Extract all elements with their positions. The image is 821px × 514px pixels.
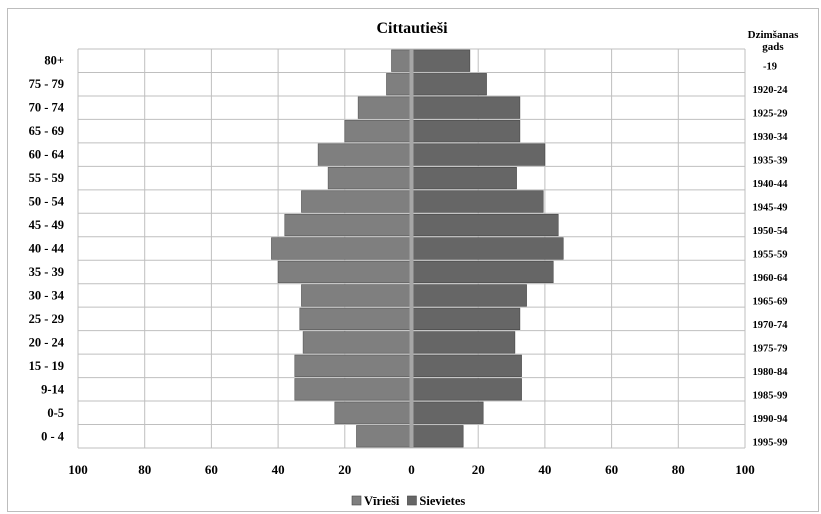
birth-year-label: 1935-39 bbox=[753, 156, 788, 167]
birth-year-label: 1955-59 bbox=[753, 250, 788, 261]
birth-year-label: 1980-84 bbox=[753, 367, 789, 378]
bar-women bbox=[411, 166, 517, 190]
birth-year-label: 1940-44 bbox=[753, 179, 789, 190]
age-group-label: 50 - 54 bbox=[29, 195, 65, 209]
birth-year-label: 1990-94 bbox=[753, 414, 789, 425]
age-group-label: 45 - 49 bbox=[29, 218, 64, 232]
legend: Vīrieši Sievietes bbox=[351, 494, 465, 508]
bar-men bbox=[317, 143, 412, 166]
bar-men bbox=[356, 425, 412, 448]
x-tick-label: 80 bbox=[672, 462, 685, 477]
age-group-label: 30 - 34 bbox=[29, 288, 65, 302]
bar-men bbox=[344, 120, 412, 143]
birth-year-label: 1960-64 bbox=[753, 273, 789, 284]
chart-title: Cittautieši bbox=[376, 20, 448, 37]
bar-women bbox=[411, 307, 521, 331]
bar-men bbox=[301, 284, 412, 307]
age-group-label: 15 - 19 bbox=[29, 359, 64, 373]
bar-women bbox=[411, 331, 516, 354]
bar-men bbox=[301, 190, 412, 213]
bars bbox=[271, 49, 564, 448]
age-group-label: 65 - 69 bbox=[29, 124, 64, 138]
bar-women bbox=[411, 213, 559, 237]
bar-women bbox=[411, 73, 487, 96]
bar-women bbox=[411, 378, 522, 401]
bar-men bbox=[391, 49, 412, 72]
birth-year-label: 1950-54 bbox=[753, 226, 789, 237]
birth-year-label: 1975-79 bbox=[753, 343, 788, 354]
birth-year-label: 1965-69 bbox=[753, 296, 788, 307]
bar-women bbox=[411, 96, 521, 119]
legend-swatch bbox=[407, 495, 417, 506]
x-tick-label: 80 bbox=[138, 462, 151, 477]
bar-men bbox=[386, 73, 412, 96]
x-tick-label: 100 bbox=[68, 462, 88, 477]
bar-women bbox=[411, 284, 527, 307]
x-tick-label: 40 bbox=[538, 462, 551, 477]
bar-men bbox=[294, 378, 412, 401]
birth-year-label: -19 bbox=[763, 62, 777, 73]
age-group-label: 20 - 24 bbox=[29, 335, 65, 349]
bar-men bbox=[299, 307, 412, 331]
age-group-label: 0-5 bbox=[47, 406, 64, 420]
bar-men bbox=[357, 96, 412, 119]
birth-year-labels: -19 1920-24 1925-29 1930-34 1935-39 1940-44 19… bbox=[753, 62, 789, 449]
bar-women bbox=[411, 120, 521, 143]
right-axis-title-line: gads bbox=[762, 41, 784, 53]
bar-women bbox=[411, 425, 464, 448]
age-group-label: 40 - 44 bbox=[29, 242, 65, 256]
bar-women bbox=[411, 237, 564, 260]
age-group-label: 35 - 39 bbox=[29, 265, 64, 279]
bar-women bbox=[411, 49, 471, 72]
bar-women bbox=[411, 143, 546, 166]
x-tick-label: 40 bbox=[272, 462, 285, 477]
x-tick-label: 0 bbox=[408, 462, 415, 477]
age-group-label: 55 - 59 bbox=[29, 171, 64, 185]
bar-men bbox=[277, 260, 412, 284]
legend-label: Sievietes bbox=[419, 494, 465, 508]
birth-year-label: 1930-34 bbox=[753, 132, 789, 143]
birth-year-label: 1985-99 bbox=[753, 390, 788, 401]
birth-year-label: 1995-99 bbox=[753, 437, 788, 448]
x-tick-label: 60 bbox=[605, 462, 618, 477]
bar-women bbox=[411, 190, 544, 213]
bar-men bbox=[294, 354, 412, 377]
right-axis-title-line: Dzimšanas bbox=[748, 29, 799, 41]
age-group-label: 9-14 bbox=[41, 382, 65, 396]
bar-women bbox=[411, 260, 554, 284]
age-group-label: 80+ bbox=[44, 54, 64, 68]
birth-year-label: 1945-49 bbox=[753, 203, 788, 214]
age-group-label: 75 - 79 bbox=[29, 77, 64, 91]
x-tick-label: 20 bbox=[338, 462, 351, 477]
bar-men bbox=[334, 401, 412, 424]
x-tick-label: 100 bbox=[735, 462, 755, 477]
legend-swatch bbox=[351, 495, 362, 506]
bar-men bbox=[284, 213, 412, 237]
age-group-labels: 80+ 75 - 79 70 - 74 65 - 69 60 - 64 55 - 59 50… bbox=[29, 54, 65, 444]
age-group-label: 70 - 74 bbox=[29, 101, 65, 115]
bar-women bbox=[411, 354, 522, 377]
bar-men bbox=[327, 166, 412, 190]
legend-label: Vīrieši bbox=[364, 494, 400, 508]
x-axis-tick-labels: 100 80 60 40 20 0 20 40 60 80 100 bbox=[68, 462, 755, 477]
age-group-label: 0 - 4 bbox=[41, 429, 65, 443]
bar-men bbox=[302, 331, 412, 354]
bar-men bbox=[271, 237, 412, 260]
x-tick-label: 60 bbox=[205, 462, 218, 477]
birth-year-label: 1920-24 bbox=[753, 85, 789, 96]
age-group-label: 60 - 64 bbox=[29, 148, 65, 162]
age-group-label: 25 - 29 bbox=[29, 312, 64, 326]
x-tick-label: 20 bbox=[472, 462, 485, 477]
bar-women bbox=[411, 401, 484, 424]
birth-year-label: 1925-29 bbox=[753, 109, 788, 120]
birth-year-label: 1970-74 bbox=[753, 320, 789, 331]
